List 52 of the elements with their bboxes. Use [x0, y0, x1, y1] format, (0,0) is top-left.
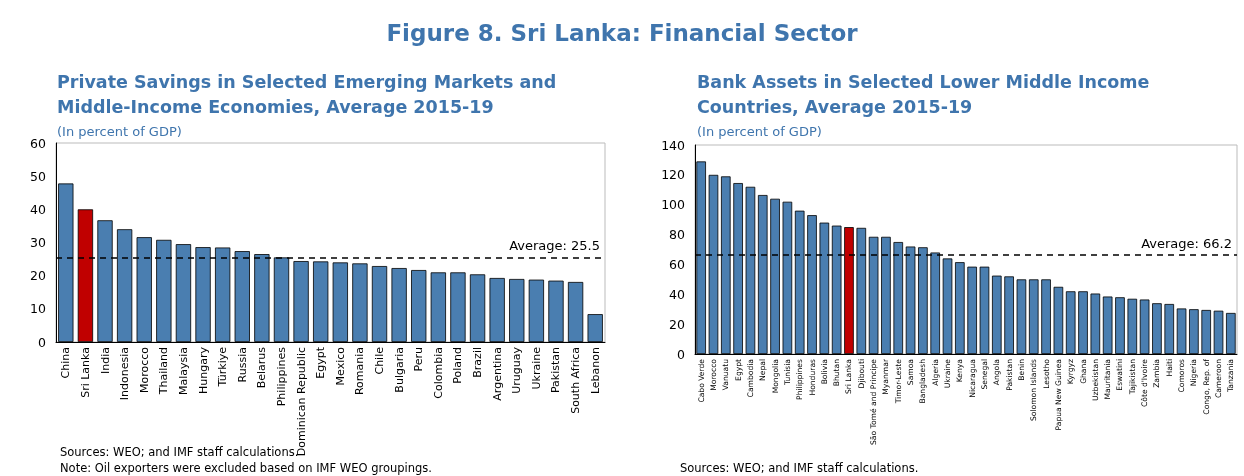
x-tick-label: Uruguay [510, 346, 524, 394]
y-tick-label: 30 [30, 235, 47, 250]
y-tick-label: 40 [30, 201, 47, 217]
source-note: Sources: WEO; and IMF staff calculations. [680, 461, 919, 475]
x-tick-label: Peru [412, 347, 426, 372]
y-tick-label: 0 [38, 334, 47, 350]
x-tick-label: South Africa [569, 347, 583, 414]
text: Note: Oil exporters were excluded based on IMF WEO groupings. [60, 461, 432, 475]
x-tick-label: China [59, 347, 73, 379]
y-tick-label: 10 [30, 301, 47, 317]
x-tick-label: Mexico [333, 346, 347, 386]
x-tick-label: Philippines [274, 346, 288, 407]
chart-subtitle: (In percent of GDP) [57, 124, 182, 139]
x-tick-label: Lebanon [588, 346, 602, 395]
chart-title: Bank Assets in Selected Lower Middle Income Countries, Average 2015-19 [697, 71, 1156, 117]
x-tick-label: Brazil [471, 347, 485, 378]
x-tick-label: Egypt [314, 346, 328, 379]
y-tick-label: 100 [661, 197, 686, 213]
chart-title: Private Savings in Selected Emerging Markets and Middle-Income Economies, Average 2015-19 [57, 71, 563, 117]
x-tick-label: Morocco [137, 346, 151, 394]
y-tick-label: 120 [661, 167, 686, 183]
x-tick-label: Chile [373, 346, 387, 375]
y-tick-label: 50 [30, 168, 47, 184]
x-tick-label: Malaysia [176, 347, 190, 396]
x-tick-label: Sri Lanka [78, 347, 92, 398]
y-tick-label: 140 [661, 137, 686, 153]
x-tick-label: India [98, 347, 112, 374]
x-tick-label: Argentina [490, 347, 504, 401]
source-note: Sources: WEO; and IMF staff calculations. [60, 445, 299, 459]
y-tick-label: 0 [677, 346, 686, 362]
y-tick-label: 20 [669, 316, 686, 332]
chart-subtitle: (In percent of GDP) [697, 124, 822, 139]
x-tick-label: Bulgaria [392, 347, 406, 393]
ref-line-label: Average: 66.2 [1141, 236, 1232, 252]
y-tick-label: 60 [30, 135, 47, 151]
x-tick-label: Hungary [196, 346, 210, 394]
y-tick-label: 20 [30, 268, 47, 284]
x-tick-label: Romania [353, 347, 367, 396]
y-tick-label: 80 [669, 227, 686, 243]
y-tick-label: 40 [669, 286, 686, 302]
x-tick-label: Indonesia [118, 347, 132, 401]
ref-line-label: Average: 25.5 [509, 238, 600, 254]
y-tick-label: 60 [669, 256, 686, 272]
x-tick-label: Pakistan [549, 346, 563, 394]
x-tick-label: Russia [235, 347, 249, 383]
x-tick-label: Thailand [157, 347, 171, 396]
x-tick-label: Türkiye [216, 346, 230, 388]
x-tick-label: Ukraine [529, 346, 543, 390]
caption: Figure 8. Sri Lanka: Financial Sector [385, 20, 859, 46]
x-tick-label: Belarus [255, 346, 269, 389]
x-tick-label: Colombia [431, 347, 445, 399]
x-tick-label: Poland [451, 347, 465, 384]
